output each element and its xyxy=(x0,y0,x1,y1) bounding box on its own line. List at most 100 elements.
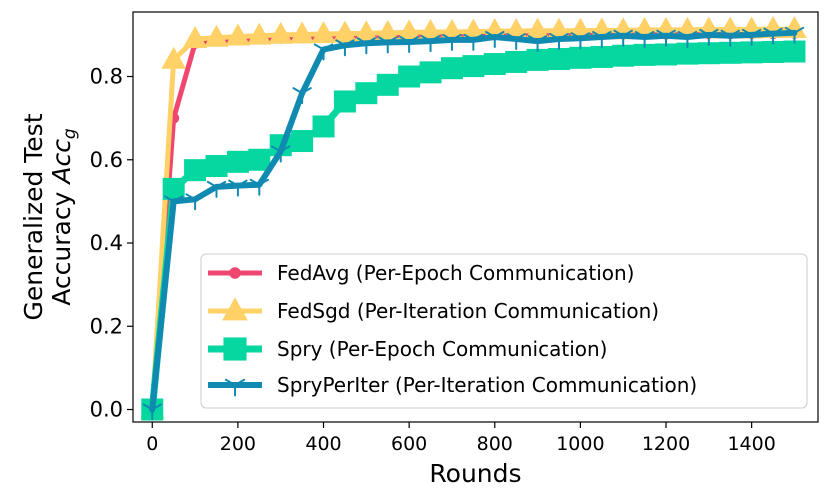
data-point xyxy=(655,43,678,66)
legend-label: FedSgd (Per-Iteration Communication) xyxy=(277,299,659,323)
y-axis-label-math: Acc xyxy=(47,139,76,186)
y-tick-label: 0.4 xyxy=(90,231,123,255)
legend-marker xyxy=(222,297,248,321)
data-point xyxy=(311,21,336,43)
data-point xyxy=(570,32,591,50)
data-point xyxy=(378,36,398,54)
series-3 xyxy=(142,26,805,421)
data-point xyxy=(527,35,548,53)
data-point xyxy=(419,61,442,84)
data-point xyxy=(526,48,549,71)
data-point xyxy=(333,90,356,113)
data-point xyxy=(204,24,229,47)
data-point xyxy=(182,26,208,48)
data-point xyxy=(398,65,421,88)
legend-item-3: SpryPerIter (Per-Iteration Communication… xyxy=(208,373,697,397)
data-point xyxy=(784,26,805,44)
data-point xyxy=(248,148,271,171)
data-point xyxy=(332,20,358,43)
data-point xyxy=(225,23,251,46)
x-tick-label: 1000 xyxy=(556,433,604,455)
y-axis-label-line1: Generalized Test xyxy=(19,113,48,320)
y-tick-label: 0.6 xyxy=(90,148,123,172)
data-point xyxy=(506,33,526,51)
data-point xyxy=(656,29,676,47)
data-point xyxy=(376,73,399,96)
data-point xyxy=(547,48,570,71)
legend-item-2: Spry (Per-Epoch Communication) xyxy=(208,337,607,361)
legend-frame xyxy=(200,253,808,409)
data-point xyxy=(185,193,205,211)
legend: FedAvg (Per-Epoch Communication) FedSgd (… xyxy=(200,253,808,409)
data-point xyxy=(763,27,783,45)
data-point xyxy=(355,82,378,105)
data-point xyxy=(399,35,419,53)
plot-frame xyxy=(132,11,819,423)
data-point xyxy=(741,28,762,46)
data-point xyxy=(634,30,655,48)
data-point xyxy=(462,55,485,78)
data-point xyxy=(720,29,740,47)
data-point xyxy=(291,130,314,153)
data-point xyxy=(162,177,185,200)
data-point xyxy=(440,57,463,80)
data-point xyxy=(697,42,720,65)
legend-label: Spry (Per-Epoch Communication) xyxy=(277,337,607,361)
legend-marker xyxy=(229,267,241,279)
data-point xyxy=(271,145,291,163)
x-tick-label: 800 xyxy=(477,433,513,455)
data-point xyxy=(206,180,227,198)
data-point xyxy=(292,87,312,105)
data-point xyxy=(485,30,505,48)
x-axis-label: Rounds xyxy=(429,459,521,488)
data-point xyxy=(312,115,335,138)
data-point xyxy=(676,42,699,65)
legend-label: FedAvg (Per-Epoch Communication) xyxy=(277,261,634,285)
data-point xyxy=(247,22,272,45)
data-point xyxy=(505,50,528,73)
data-point xyxy=(613,29,633,47)
data-point xyxy=(783,40,806,63)
x-tick-label: 1400 xyxy=(727,433,775,455)
x-tick-label: 1200 xyxy=(642,433,690,455)
data-point xyxy=(612,44,635,67)
y-tick-label: 0.2 xyxy=(90,314,123,338)
data-point xyxy=(719,41,742,64)
data-point xyxy=(677,30,698,48)
data-point xyxy=(142,403,162,421)
legend-label: SpryPerIter (Per-Iteration Communication… xyxy=(277,373,697,397)
legend-marker xyxy=(224,378,246,397)
series-2 xyxy=(141,40,806,421)
data-point xyxy=(592,30,612,48)
legend-marker xyxy=(223,337,247,361)
data-point xyxy=(205,155,228,178)
data-point xyxy=(420,35,441,53)
data-point xyxy=(740,41,763,64)
data-point xyxy=(590,45,613,68)
data-point xyxy=(161,46,186,69)
data-point xyxy=(356,37,377,55)
x-tick-label: 400 xyxy=(305,433,341,455)
x-tick-label: 0 xyxy=(146,433,158,455)
data-point xyxy=(163,195,184,213)
data-point xyxy=(335,39,355,57)
y-tick-label: 0.8 xyxy=(90,65,123,89)
data-point xyxy=(442,33,462,51)
y-axis-label-line2: Accuracy Accg xyxy=(47,128,80,306)
y-axis-label-text: Accuracy xyxy=(47,184,76,306)
data-point xyxy=(762,40,785,63)
data-point xyxy=(268,21,293,44)
legend-item-1: FedSgd (Per-Iteration Communication) xyxy=(208,297,659,323)
data-point xyxy=(633,43,656,66)
data-point xyxy=(313,43,334,61)
data-point xyxy=(184,159,207,182)
data-point xyxy=(549,33,569,51)
data-point xyxy=(569,46,592,69)
data-point xyxy=(699,28,719,46)
data-point xyxy=(289,21,315,44)
data-point xyxy=(249,178,269,196)
legend-item-0: FedAvg (Per-Epoch Communication) xyxy=(208,261,634,285)
x-tick-label: 200 xyxy=(220,433,256,455)
data-point xyxy=(483,53,506,76)
